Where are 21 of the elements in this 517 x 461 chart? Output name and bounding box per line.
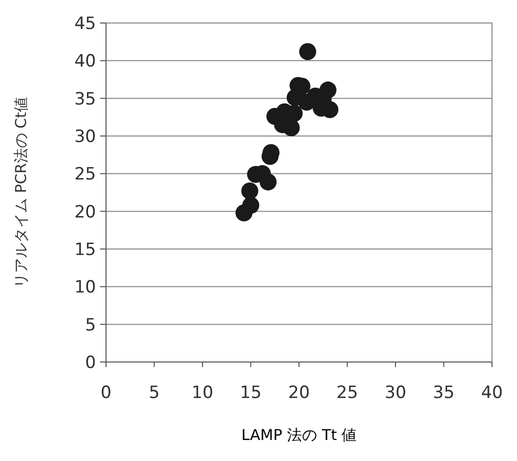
x-tick-label: 35 — [432, 383, 455, 403]
y-tick-label: 35 — [74, 89, 96, 110]
x-tick-label: 15 — [240, 383, 262, 403]
y-tick-label: 10 — [74, 278, 96, 298]
x-axis-title: LAMP 法の Tt 値 — [241, 426, 357, 444]
y-tick-label: 30 — [74, 126, 96, 147]
y-axis-title: リアルタイム PCR法の Ct値 — [12, 97, 30, 288]
y-tick-label: 5 — [85, 315, 96, 336]
x-tick-label: 40 — [481, 383, 503, 403]
y-tick-label: 45 — [74, 14, 96, 34]
x-tick-label: 30 — [384, 383, 406, 403]
y-tick-label: 20 — [74, 202, 96, 222]
x-tick-label: 20 — [288, 383, 310, 403]
x-tick-label: 5 — [148, 383, 160, 403]
x-tick-label: 10 — [192, 383, 214, 403]
y-tick-label: 15 — [74, 240, 96, 260]
x-tick-label: 25 — [336, 383, 358, 403]
y-tick-label: 0 — [85, 352, 96, 373]
y-tick-label: 25 — [74, 164, 96, 185]
y-tick-label: 40 — [74, 52, 96, 72]
x-tick-label: 0 — [100, 383, 112, 403]
